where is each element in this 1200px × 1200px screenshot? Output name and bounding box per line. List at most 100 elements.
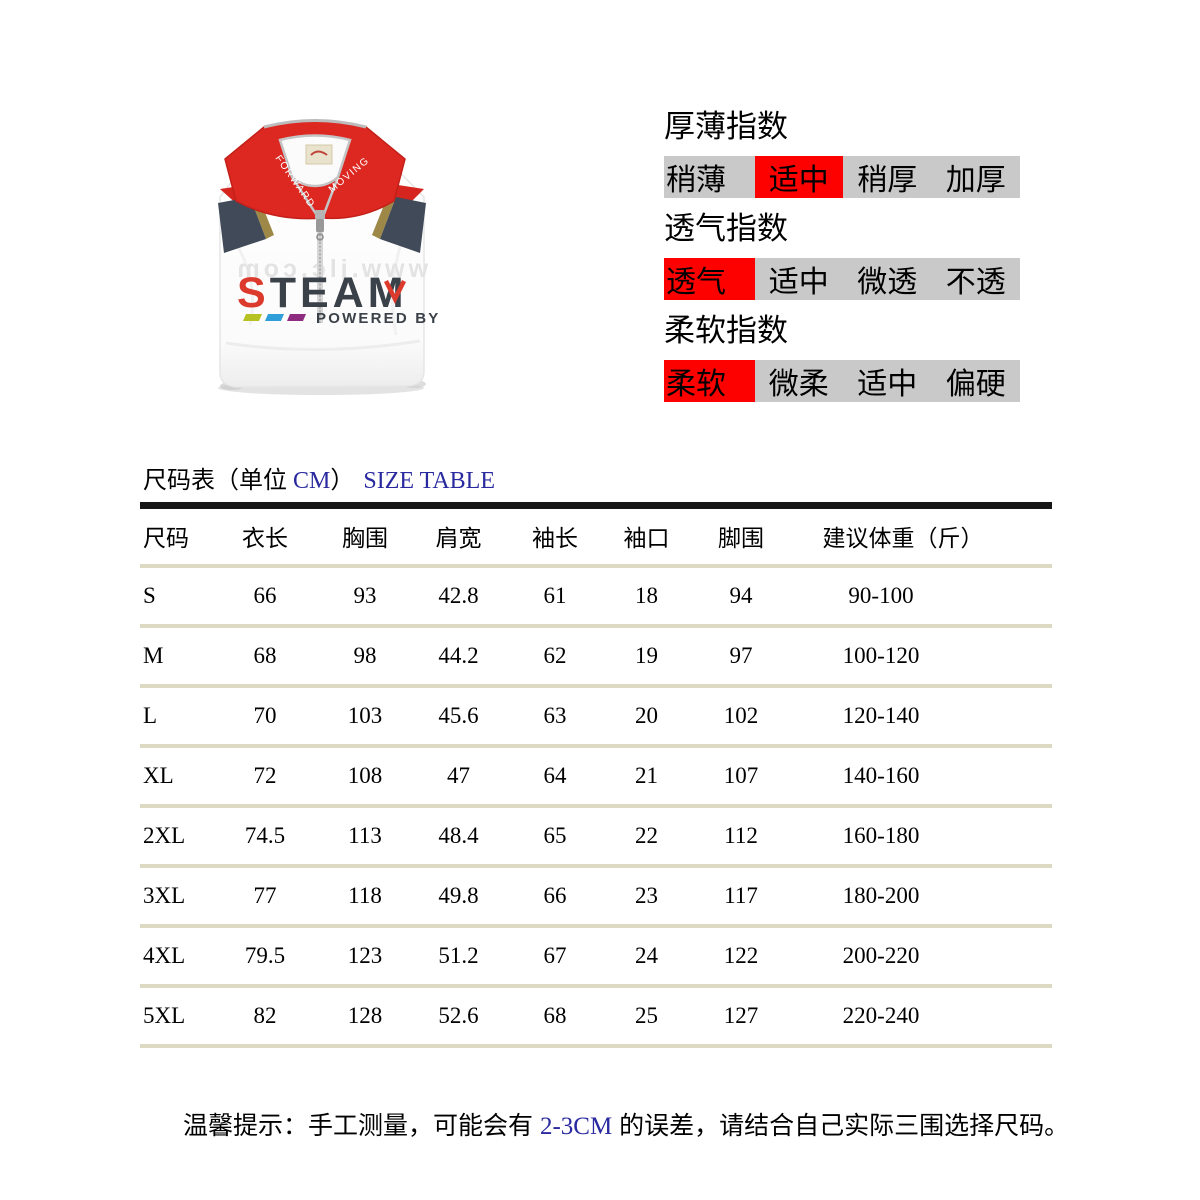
right-gold-stripe bbox=[372, 195, 396, 239]
index-section-thickness: 厚薄指数 稍薄 适中 稍厚 加厚 bbox=[664, 110, 1020, 198]
size-table-cell: 118 bbox=[318, 865, 412, 928]
col-header-hem: 脚围 bbox=[688, 505, 794, 568]
size-table-cell: 97 bbox=[688, 625, 794, 688]
col-header-size: 尺码 bbox=[140, 505, 212, 568]
fold-crease bbox=[225, 339, 421, 351]
size-table-cell: 94 bbox=[688, 565, 794, 628]
size-table-cell: 21 bbox=[605, 745, 688, 808]
size-table-cell: 122 bbox=[688, 925, 794, 988]
size-table-cell: 68 bbox=[505, 985, 605, 1048]
index-title: 厚薄指数 bbox=[664, 109, 788, 144]
index-bar: 稍薄 适中 稍厚 加厚 bbox=[664, 156, 1020, 198]
logo-dash-blue bbox=[265, 314, 284, 321]
index-option: 适中 bbox=[768, 266, 829, 299]
zipper-pull bbox=[316, 233, 324, 241]
size-table-cell: 160-180 bbox=[794, 805, 1052, 868]
size-table-cell: 48.4 bbox=[412, 805, 505, 868]
size-table-row: 5XL 82 128 52.6 68 25 127 220-240 bbox=[140, 985, 1052, 1048]
zipper bbox=[315, 210, 325, 323]
col-header-shoulder: 肩宽 bbox=[412, 505, 505, 568]
logo-letters-team: TEAM bbox=[270, 269, 408, 317]
title-prefix: 尺码表（单位 bbox=[143, 468, 293, 494]
size-table-row: S 66 93 42.8 61 18 94 90-100 bbox=[140, 565, 1052, 628]
size-table-cell: 120-140 bbox=[794, 685, 1052, 748]
size-table-cell: 112 bbox=[688, 805, 794, 868]
size-table-cell: 140-160 bbox=[794, 745, 1052, 808]
collar-piping-v bbox=[290, 176, 340, 215]
col-header-length: 衣长 bbox=[212, 505, 318, 568]
index-option: 稍薄 bbox=[666, 164, 726, 197]
index-option: 稍厚 bbox=[857, 164, 918, 197]
size-table-cell: 108 bbox=[318, 745, 412, 808]
size-table-cell: 220-240 bbox=[794, 985, 1052, 1048]
logo-letter-s: S bbox=[237, 269, 270, 317]
size-table: 尺码 衣长 胸围 肩宽 袖长 袖口 脚围 建议体重（斤） S 66 93 42.8 61… bbox=[140, 502, 1052, 1048]
size-table-cell: 98 bbox=[318, 625, 412, 688]
size-table-cell: 100-120 bbox=[794, 625, 1052, 688]
size-table-cell: 127 bbox=[688, 985, 794, 1048]
size-table-header-row: 尺码 衣长 胸围 肩宽 袖长 袖口 脚围 建议体重（斤） bbox=[140, 505, 1052, 568]
index-section-softness: 柔软指数 柔软 微柔 适中 偏硬 bbox=[664, 314, 1020, 402]
left-navy-patch bbox=[218, 197, 266, 253]
index-option: 微透 bbox=[857, 266, 918, 299]
zipper-slider bbox=[316, 219, 324, 232]
size-table-body: S 66 93 42.8 61 18 94 90-100 M 68 98 44.2 62 19 97 100-… bbox=[140, 565, 1052, 1048]
size-table-cell: S bbox=[140, 565, 212, 628]
size-table-cell: 44.2 bbox=[412, 625, 505, 688]
size-table-cell: 23 bbox=[605, 865, 688, 928]
index-option: 适中 bbox=[857, 368, 918, 401]
size-table-cell: 5XL bbox=[140, 985, 212, 1048]
collar: FORWARD MOVING bbox=[224, 119, 406, 220]
col-header-cuff: 袖口 bbox=[605, 505, 688, 568]
size-table-cell: 70 bbox=[212, 685, 318, 748]
size-table-cell: 63 bbox=[505, 685, 605, 748]
neck-label-mark bbox=[310, 150, 328, 156]
col-header-chest: 胸围 bbox=[318, 505, 412, 568]
size-table-cell: 102 bbox=[688, 685, 794, 748]
size-table-cell: 103 bbox=[318, 685, 412, 748]
index-option: 偏硬 bbox=[945, 368, 1006, 401]
zipper-tape bbox=[317, 219, 323, 323]
size-table-cell: L bbox=[140, 685, 212, 748]
collar-piping-top bbox=[263, 119, 367, 129]
size-table-title: 尺码表（单位 CM） SIZE TABLE bbox=[143, 460, 495, 495]
size-table-cell: 107 bbox=[688, 745, 794, 808]
index-title: 透气指数 bbox=[664, 211, 788, 246]
size-table-row: L 70 103 45.6 63 20 102 120-140 bbox=[140, 685, 1052, 748]
fabric-indices: 厚薄指数 稍薄 适中 稍厚 加厚 透气指数 透气 适中 微透 不透 柔软指数 柔… bbox=[664, 110, 1020, 416]
size-table-cell: XL bbox=[140, 745, 212, 808]
zipper-garage bbox=[315, 210, 325, 219]
size-table-cell: 51.2 bbox=[412, 925, 505, 988]
size-table-cell: 25 bbox=[605, 985, 688, 1048]
size-table-cell: 128 bbox=[318, 985, 412, 1048]
size-table-cell: 77 bbox=[212, 865, 318, 928]
size-table-row: 4XL 79.5 123 51.2 67 24 122 200-220 bbox=[140, 925, 1052, 988]
size-table-cell: 68 bbox=[212, 625, 318, 688]
size-table-cell: 66 bbox=[505, 865, 605, 928]
size-table-cell: 18 bbox=[605, 565, 688, 628]
note-suffix: 的误差，请结合自己实际三围选择尺码。 bbox=[612, 1112, 1070, 1140]
logo-steam-text: STEAM bbox=[237, 269, 408, 317]
neck-label-tag bbox=[305, 144, 333, 165]
logo-m-red-accent bbox=[383, 279, 407, 305]
size-table-row: M 68 98 44.2 62 19 97 100-120 bbox=[140, 625, 1052, 688]
size-table-cell: 61 bbox=[505, 565, 605, 628]
size-table-row: 2XL 74.5 113 48.4 65 22 112 160-180 bbox=[140, 805, 1052, 868]
size-table-cell: 24 bbox=[605, 925, 688, 988]
logo-dash-green bbox=[243, 314, 262, 321]
title-paren: ） bbox=[330, 468, 355, 494]
size-table-cell: 93 bbox=[318, 565, 412, 628]
size-table-cell: 72 bbox=[212, 745, 318, 808]
size-table-cell: 74.5 bbox=[212, 805, 318, 868]
index-option: 适中 bbox=[754, 156, 843, 198]
title-unit-cm: CM bbox=[293, 468, 331, 494]
size-table-cell: 22 bbox=[605, 805, 688, 868]
logo-dash-purple bbox=[287, 314, 306, 321]
size-table-cell: 45.6 bbox=[412, 685, 505, 748]
note-tolerance: 2-3CM bbox=[539, 1113, 613, 1140]
size-table-cell: 42.8 bbox=[412, 565, 505, 628]
measurement-note: 温馨提示：手工测量，可能会有 2-3CM 的误差，请结合自己实际三围选择尺码。 bbox=[183, 1106, 1069, 1142]
size-table-cell: 19 bbox=[605, 625, 688, 688]
note-prefix: 温馨提示：手工测量，可能会有 bbox=[183, 1112, 540, 1140]
